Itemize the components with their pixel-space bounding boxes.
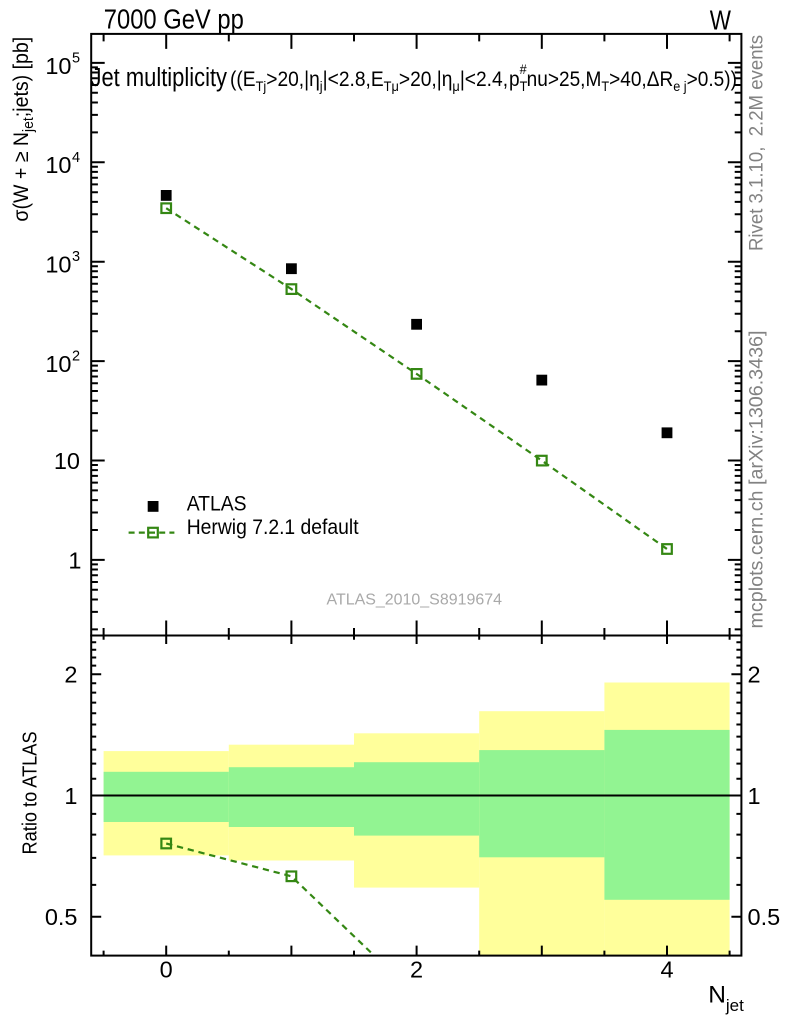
svg-text:10: 10	[45, 351, 71, 377]
svg-text:1: 1	[68, 547, 81, 573]
svg-text:ATLAS: ATLAS	[187, 492, 247, 516]
svg-text:10: 10	[45, 152, 71, 178]
svg-text:((ETj>20,|ηj|<2.8,ETμ>20,|ημ|<: ((ETj>20,|ηj|<2.8,ETμ>20,|ημ|<2.4,	[230, 68, 508, 94]
svg-text:Rivet 3.1.10, 2.2M events: Rivet 3.1.10, 2.2M events	[747, 35, 768, 251]
svg-text:Jet multiplicity: Jet multiplicity	[91, 64, 228, 92]
svg-text:Herwig 7.2.1 default: Herwig 7.2.1 default	[187, 515, 359, 539]
svg-text:7000 GeV pp: 7000 GeV pp	[104, 3, 244, 34]
svg-text:0: 0	[160, 956, 173, 982]
svg-text:2: 2	[410, 956, 423, 982]
svg-text:2: 2	[64, 662, 77, 688]
svg-text:1: 1	[748, 783, 761, 809]
svg-text:3: 3	[72, 249, 80, 265]
svg-text:4: 4	[660, 956, 673, 982]
svg-text:2: 2	[748, 662, 761, 688]
svg-text:ATLAS_2010_S8919674: ATLAS_2010_S8919674	[327, 591, 503, 608]
svg-text:Ratio to ATLAS: Ratio to ATLAS	[19, 731, 41, 854]
svg-text:mcplots.cern.ch [arXiv:1306.34: mcplots.cern.ch [arXiv:1306.3436]	[747, 331, 768, 629]
svg-text:1: 1	[64, 783, 77, 809]
svg-text:10: 10	[45, 252, 71, 278]
svg-text:10: 10	[54, 448, 80, 474]
svg-text:10: 10	[45, 53, 71, 79]
svg-text:0.5: 0.5	[748, 904, 781, 930]
svg-text:2: 2	[72, 349, 80, 365]
svg-text:4: 4	[72, 150, 80, 166]
svg-text:W: W	[710, 5, 732, 36]
svg-text:5: 5	[72, 50, 80, 66]
svg-text:0.5: 0.5	[45, 904, 78, 930]
